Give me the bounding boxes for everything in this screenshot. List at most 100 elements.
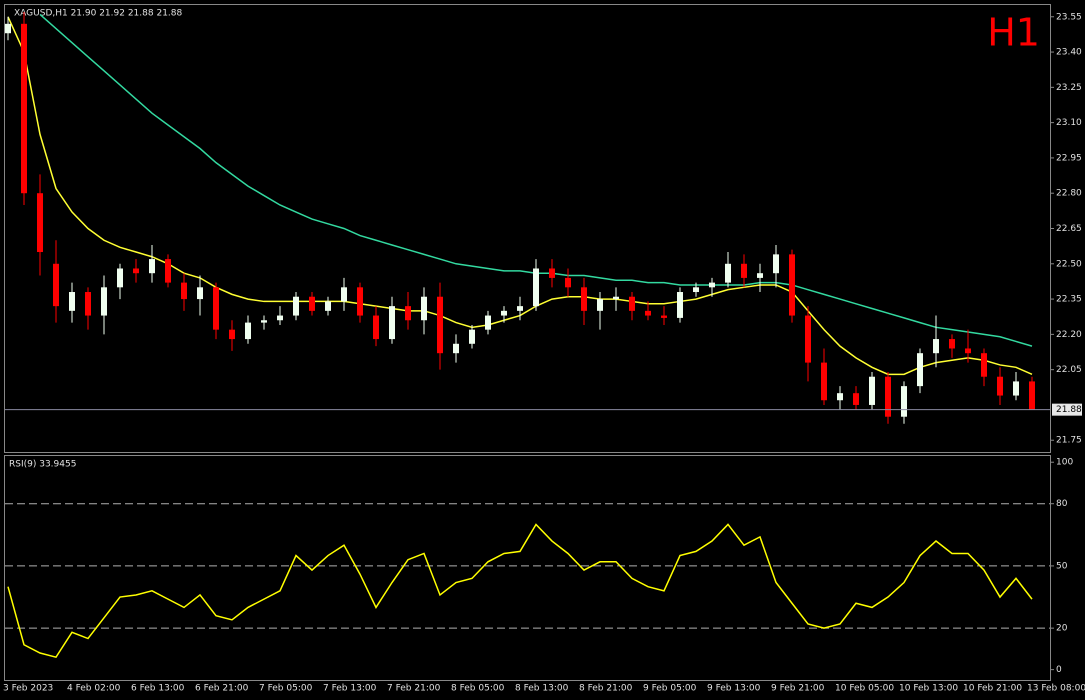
- candle-body: [693, 287, 699, 293]
- candle-body: [725, 263, 731, 283]
- candle-body: [53, 263, 59, 307]
- candle-body: [1013, 381, 1019, 396]
- y-tick-label: 0: [1056, 665, 1062, 675]
- candle-body: [277, 315, 283, 321]
- candle-body: [901, 386, 907, 417]
- candle-body: [533, 268, 539, 307]
- candle-body: [1029, 381, 1035, 410]
- x-tick-label: 4 Feb 02:00: [67, 684, 121, 694]
- candle-body: [869, 376, 875, 405]
- x-tick-label: 8 Feb 05:00: [451, 684, 505, 694]
- candle-body: [261, 320, 267, 323]
- candle-body: [965, 348, 971, 354]
- candle-body: [837, 393, 843, 401]
- candle-body: [853, 393, 859, 405]
- candle-body: [741, 263, 747, 278]
- candle-body: [981, 353, 987, 377]
- candle-body: [325, 301, 331, 311]
- y-tick-label: 50: [1056, 561, 1068, 571]
- candle-body: [789, 254, 795, 316]
- candle-body: [117, 268, 123, 288]
- candle-body: [629, 296, 635, 311]
- rsi-pane: [4, 455, 1051, 681]
- y-tick-label: 80: [1056, 499, 1068, 509]
- candle-body: [37, 193, 43, 253]
- candle-body: [357, 287, 363, 316]
- candle-body: [565, 277, 571, 288]
- candle-body: [21, 23, 27, 194]
- candle-body: [581, 287, 587, 311]
- x-tick-label: 10 Feb 13:00: [899, 684, 958, 694]
- y-tick-label: 22.35: [1056, 295, 1082, 305]
- y-tick-label: 22.80: [1056, 189, 1082, 199]
- candle-body: [517, 306, 523, 311]
- x-tick-label: 7 Feb 05:00: [259, 684, 313, 694]
- candle-body: [885, 376, 891, 417]
- candle-body: [293, 296, 299, 316]
- price-label-box: [1052, 403, 1082, 416]
- candle-body: [389, 306, 395, 340]
- candle-body: [805, 315, 811, 363]
- x-tick-label: 9 Feb 05:00: [643, 684, 697, 694]
- y-tick-label: 23.10: [1056, 118, 1082, 128]
- candle-body: [165, 259, 171, 283]
- x-tick-label: 6 Feb 21:00: [195, 684, 249, 694]
- rsi-line: [7, 523, 1033, 659]
- candle-body: [341, 287, 347, 302]
- candle-body: [69, 292, 75, 311]
- candle-body: [229, 329, 235, 340]
- x-tick-label: 9 Feb 13:00: [707, 684, 761, 694]
- candle-body: [101, 287, 107, 316]
- candle-body: [949, 339, 955, 349]
- candle-body: [549, 268, 555, 278]
- candle-body: [5, 23, 11, 34]
- candle-body: [149, 259, 155, 274]
- candle-body: [213, 287, 219, 330]
- candle-body: [821, 362, 827, 401]
- y-tick-label: 20: [1056, 624, 1068, 634]
- x-tick-label: 13 Feb 08:00: [1027, 684, 1085, 694]
- candle-body: [501, 310, 507, 316]
- candle-body: [453, 343, 459, 354]
- candle-body: [917, 353, 923, 387]
- candle-body: [133, 268, 139, 274]
- x-tick-label: 8 Feb 21:00: [579, 684, 633, 694]
- candle-body: [85, 292, 91, 316]
- y-tick-label: 22.05: [1056, 365, 1082, 375]
- x-tick-label: 9 Feb 21:00: [771, 684, 825, 694]
- x-tick-label: 10 Feb 21:00: [963, 684, 1022, 694]
- y-tick-label: 23.25: [1056, 83, 1082, 93]
- candle-body: [485, 315, 491, 330]
- x-tick-label: 7 Feb 21:00: [387, 684, 441, 694]
- candle-body: [613, 296, 619, 300]
- candle-body: [373, 315, 379, 340]
- x-tick-label: 3 Feb 2023: [3, 684, 53, 694]
- candle-body: [661, 315, 667, 318]
- candle-body: [997, 376, 1003, 396]
- y-tick-label: 22.65: [1056, 224, 1082, 234]
- candle-body: [645, 310, 651, 316]
- y-tick-label: 23.40: [1056, 48, 1082, 58]
- candle-body: [437, 296, 443, 354]
- y-tick-label: 23.55: [1056, 12, 1082, 22]
- candle-body: [309, 296, 315, 311]
- timeframe-label: H1: [987, 11, 1040, 55]
- candle-body: [597, 299, 603, 311]
- candle-body: [677, 292, 683, 318]
- candle-body: [197, 287, 203, 300]
- candle-body: [933, 339, 939, 354]
- x-tick-label: 8 Feb 13:00: [515, 684, 569, 694]
- y-tick-label: 21.75: [1056, 436, 1082, 446]
- candle-body: [421, 296, 427, 321]
- candle-body: [773, 254, 779, 274]
- rsi-title: RSI(9) 33.9455: [9, 460, 76, 470]
- x-tick-label: 6 Feb 13:00: [131, 684, 185, 694]
- y-tick-label: 22.50: [1056, 259, 1082, 269]
- price-label: 21.88: [1056, 405, 1082, 415]
- x-tick-label: 10 Feb 05:00: [835, 684, 894, 694]
- candle-body: [709, 282, 715, 288]
- candle-body: [757, 273, 763, 278]
- x-tick-label: 7 Feb 13:00: [323, 684, 377, 694]
